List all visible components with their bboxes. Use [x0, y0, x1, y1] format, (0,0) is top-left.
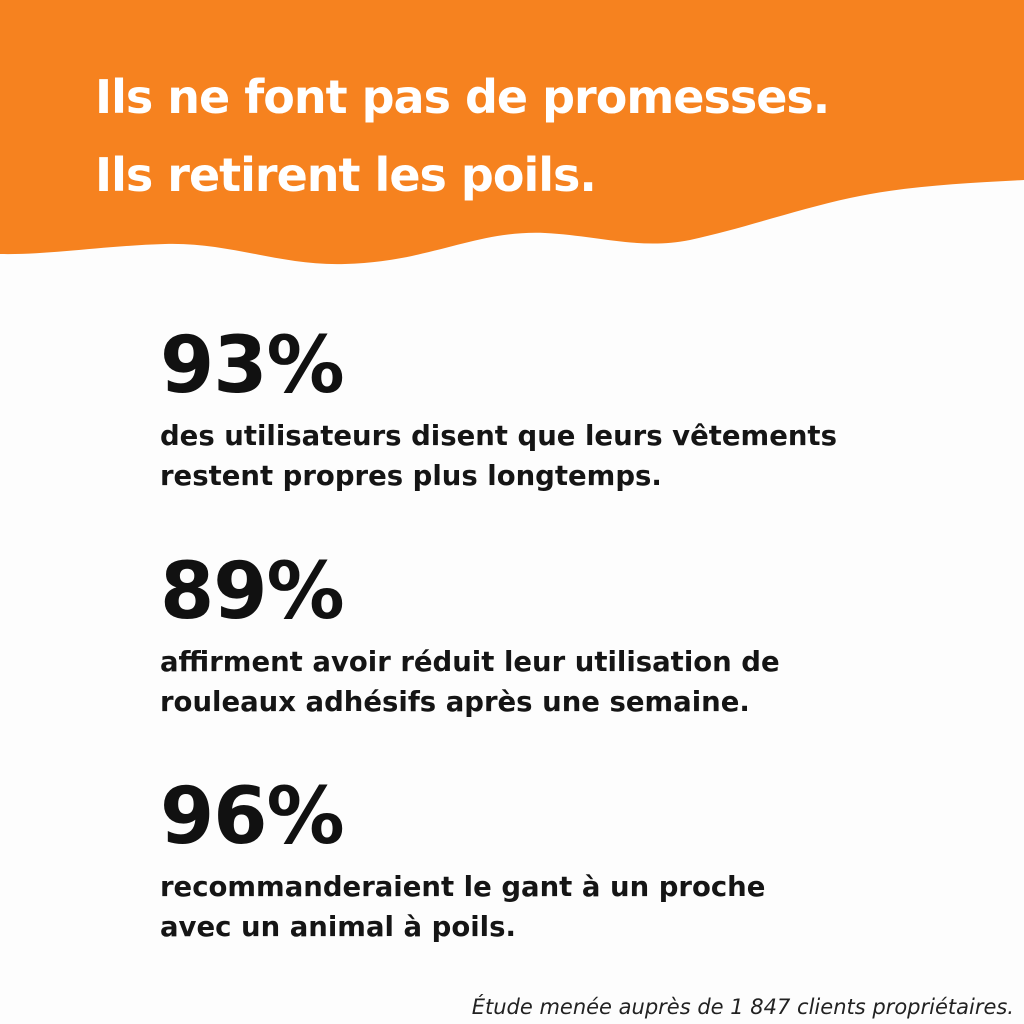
headline-line-2: Ils retirent les poils. — [95, 148, 597, 202]
banner-wave-shape — [0, 0, 1024, 265]
stat-value: 89% — [160, 547, 345, 637]
stat-value: 96% — [160, 772, 345, 862]
stat-block: 96% recommanderaient le gant à un proche… — [160, 773, 920, 947]
headline-line-1: Ils ne font pas de promesses. — [95, 70, 830, 124]
stat-description-line-2: avec un animal à poils. — [160, 911, 516, 943]
survey-footnote: Étude menée auprès de 1 847 clients prop… — [471, 995, 1014, 1019]
stat-description-line-2: rouleaux adhésifs après une semaine. — [160, 686, 750, 718]
stat-description-line-2: restent propres plus longtemps. — [160, 460, 662, 492]
headline: Ils ne font pas de promesses. Ils retire… — [95, 58, 995, 214]
orange-wave-banner — [0, 0, 1024, 275]
stat-description-line-1: affirment avoir réduit leur utilisation … — [160, 646, 780, 678]
stat-block: 93% des utilisateurs disent que leurs vê… — [160, 322, 920, 496]
stat-description: recommanderaient le gant à un proche ave… — [160, 867, 920, 947]
stat-description: des utilisateurs disent que leurs vêteme… — [160, 416, 920, 496]
stat-block: 89% affirment avoir réduit leur utilisat… — [160, 548, 920, 722]
stat-description-line-1: recommanderaient le gant à un proche — [160, 871, 766, 903]
stat-description-line-1: des utilisateurs disent que leurs vêteme… — [160, 420, 837, 452]
stat-description: affirment avoir réduit leur utilisation … — [160, 642, 920, 722]
stat-value: 93% — [160, 321, 345, 411]
